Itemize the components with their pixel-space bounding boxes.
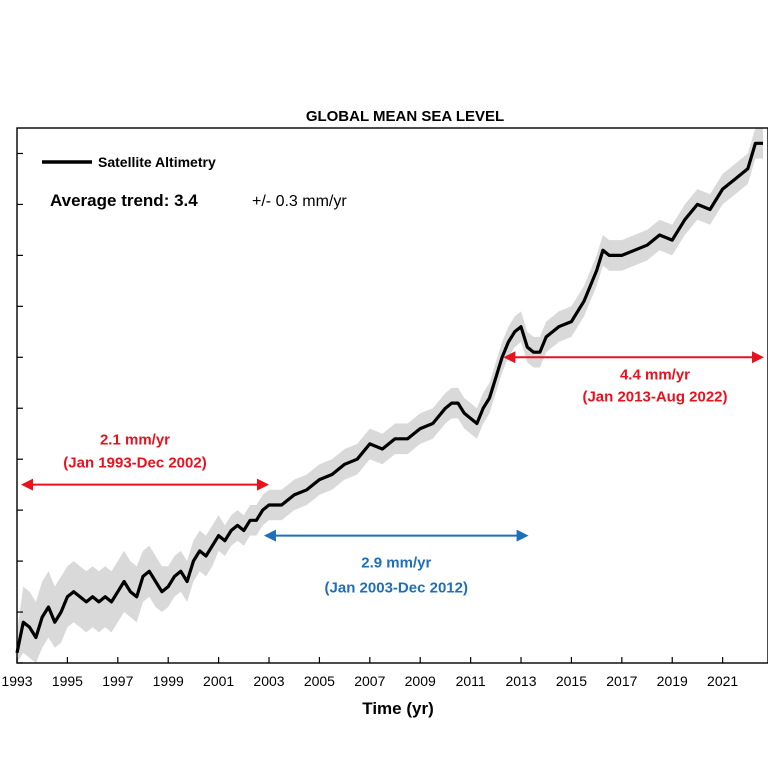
rate-arrow-head-right	[516, 529, 529, 542]
x-tick-label: 2009	[405, 673, 436, 689]
rate-arrow-head-left	[503, 351, 516, 364]
uncertainty-band-layer	[17, 128, 763, 663]
rate-annotation-2: 2.9 mm/yr (Jan 2003-Dec 2012)	[263, 529, 529, 597]
x-tick-label: 1993	[1, 673, 32, 689]
rate-value-label: 2.9 mm/yr	[361, 555, 431, 572]
x-tick-label: 1995	[52, 673, 83, 689]
x-tick-label: 2001	[203, 673, 234, 689]
legend-entry-satellite-altimetry: Satellite Altimetry	[98, 154, 216, 170]
rate-period-label: (Jan 2003-Dec 2012)	[325, 580, 468, 597]
rate-arrow-head-right	[257, 478, 270, 491]
series-line-satellite-altimetry	[15, 141, 763, 654]
chart-title: GLOBAL MEAN SEA LEVEL	[306, 108, 504, 125]
rate-arrow-head-right	[752, 351, 764, 364]
series-line-layer	[15, 141, 763, 654]
rate-arrow-head-left	[21, 478, 33, 491]
axes-layer: 1993 1995 1997 1999 2001 2003 2005 2007 2009 2011…	[1, 127, 768, 689]
x-tick-label: 2021	[707, 673, 738, 689]
legend: Satellite Altimetry	[42, 154, 216, 170]
x-tick-label: 1999	[153, 673, 184, 689]
x-tick-label: 2017	[606, 673, 637, 689]
x-tick-label: 2003	[253, 673, 284, 689]
rate-value-label: 4.4 mm/yr	[620, 366, 690, 383]
average-trend-label: Average trend: 3.4	[50, 191, 198, 210]
x-tick-label: 2019	[657, 673, 688, 689]
rate-period-label: (Jan 2013-Aug 2022)	[582, 388, 727, 405]
rate-period-label: (Jan 1993-Dec 2002)	[63, 455, 206, 472]
x-tick-label: 2005	[304, 673, 335, 689]
uncertainty-band	[17, 128, 763, 663]
x-tick-label: 2015	[556, 673, 587, 689]
plot-frame	[16, 127, 768, 664]
x-tick-label: 1997	[102, 673, 133, 689]
x-tick-label: 2011	[456, 673, 486, 689]
rate-arrow-head-left	[263, 529, 276, 542]
rate-annotation-1: 2.1 mm/yr (Jan 1993-Dec 2002)	[21, 432, 270, 491]
average-trend-uncertainty: +/- 0.3 mm/yr	[252, 193, 347, 210]
rate-annotation-3: 4.4 mm/yr (Jan 2013-Aug 2022)	[503, 351, 764, 405]
x-tick-label: 2013	[505, 673, 536, 689]
x-axis-label: Time (yr)	[362, 699, 434, 718]
rate-value-label: 2.1 mm/yr	[100, 432, 170, 449]
x-tick-label: 2007	[354, 673, 385, 689]
annotation-layer: 2.1 mm/yr (Jan 1993-Dec 2002) 2.9 mm/yr (Ja…	[21, 351, 764, 597]
